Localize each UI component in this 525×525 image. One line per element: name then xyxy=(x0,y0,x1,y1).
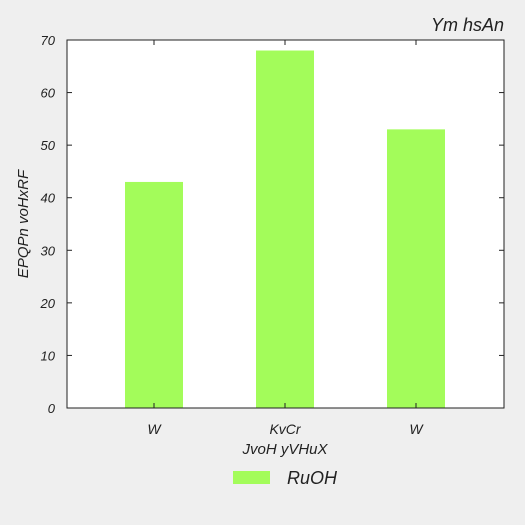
legend: RuOH xyxy=(233,468,338,488)
legend-label: RuOH xyxy=(287,468,338,488)
x-tick-label: W xyxy=(409,421,424,437)
y-tick-label: 40 xyxy=(41,191,56,206)
y-tick-label: 10 xyxy=(41,348,56,363)
bars-layer xyxy=(125,50,445,409)
y-tick-label: 20 xyxy=(40,296,56,311)
plot-frame xyxy=(66,39,505,409)
y-tick-label: 70 xyxy=(41,33,56,48)
bar-1 xyxy=(256,50,314,409)
y-tick-label: 60 xyxy=(41,86,56,101)
chart-title: Ym hsAn xyxy=(431,15,504,35)
x-tick-label: KvCr xyxy=(269,421,301,437)
ticks-layer: W KvCr W 0 10 20 30 40 50 60 70 xyxy=(40,33,504,437)
y-tick-label: 50 xyxy=(41,138,56,153)
y-tick-label: 0 xyxy=(48,401,56,416)
y-axis-label: EPQPn voHxRF xyxy=(15,169,32,278)
x-tick-label: W xyxy=(147,421,162,437)
bar-0 xyxy=(125,181,183,408)
x-axis-label: JvoH yVHuX xyxy=(241,441,328,458)
y-tick-label: 30 xyxy=(41,243,56,258)
bar-2 xyxy=(387,129,445,408)
legend-swatch xyxy=(233,471,270,484)
